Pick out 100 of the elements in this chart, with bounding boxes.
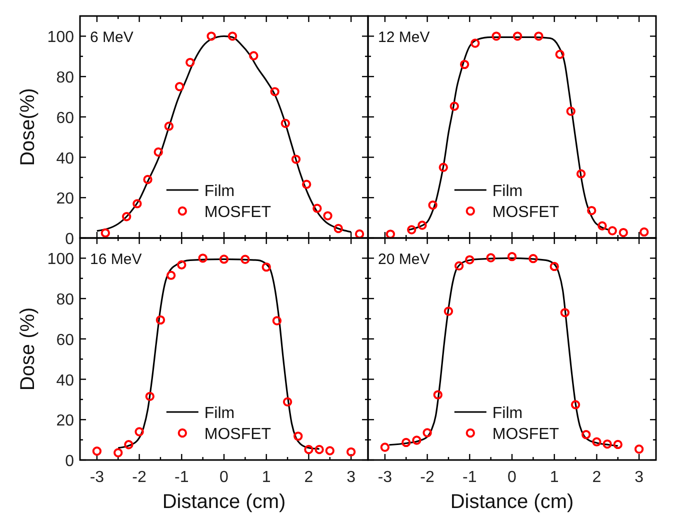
point bbox=[354, 229, 364, 239]
point bbox=[325, 446, 334, 456]
x-tick-label: 2 bbox=[592, 469, 602, 486]
legend-label: MOSFET bbox=[492, 204, 560, 221]
x-tick-label: -1 bbox=[462, 469, 477, 486]
point bbox=[470, 38, 480, 48]
point bbox=[186, 58, 195, 68]
x-tick-label: 0 bbox=[220, 469, 229, 486]
point bbox=[114, 448, 123, 458]
point bbox=[280, 118, 290, 128]
legend-label: MOSFET bbox=[204, 204, 272, 221]
point bbox=[174, 82, 184, 92]
y-tick-label: 80 bbox=[56, 292, 74, 309]
point bbox=[156, 315, 166, 325]
point bbox=[270, 87, 280, 96]
point bbox=[618, 228, 628, 238]
point bbox=[302, 180, 312, 189]
point bbox=[122, 212, 132, 222]
x-tick-label: -2 bbox=[420, 469, 435, 486]
point bbox=[304, 444, 314, 454]
legend-label: Film bbox=[492, 183, 523, 200]
point bbox=[143, 174, 152, 184]
point bbox=[598, 221, 607, 230]
point bbox=[402, 438, 411, 448]
y-tick-label: 20 bbox=[56, 190, 74, 208]
point bbox=[433, 390, 442, 400]
point bbox=[587, 206, 596, 216]
y-tick-label: 40 bbox=[56, 372, 74, 390]
point bbox=[145, 392, 154, 402]
point bbox=[528, 254, 538, 264]
point bbox=[134, 427, 144, 436]
x-tick-label: 1 bbox=[550, 469, 559, 486]
annotation: 16 MeV bbox=[90, 251, 142, 268]
point bbox=[450, 102, 459, 111]
point bbox=[92, 446, 102, 456]
y-tick-label: 80 bbox=[56, 70, 74, 87]
point bbox=[132, 199, 142, 208]
x-tick-label: 3 bbox=[634, 469, 644, 486]
legend-label: MOSFET bbox=[204, 426, 272, 443]
point bbox=[634, 444, 644, 454]
point bbox=[418, 220, 427, 230]
point bbox=[486, 253, 496, 262]
x-tick-label: -1 bbox=[174, 469, 189, 486]
annotation: 12 MeV bbox=[378, 29, 430, 46]
annotation: 6 MeV bbox=[90, 29, 134, 46]
point bbox=[198, 254, 208, 263]
y-tick-label: 100 bbox=[47, 251, 74, 268]
point bbox=[228, 32, 238, 41]
point bbox=[407, 225, 416, 234]
x-tick-label: 0 bbox=[508, 469, 517, 486]
point bbox=[314, 444, 324, 454]
y-tick-label: 100 bbox=[47, 29, 74, 46]
y-tick-label: 20 bbox=[56, 412, 74, 430]
point bbox=[444, 306, 454, 316]
point bbox=[282, 397, 292, 406]
x-axis-title: Distance (cm) bbox=[162, 491, 286, 513]
x-tick-label: 1 bbox=[262, 469, 271, 486]
point bbox=[512, 32, 522, 41]
legend-label: Film bbox=[204, 405, 235, 422]
point bbox=[177, 260, 186, 270]
point bbox=[570, 400, 580, 410]
point bbox=[550, 262, 559, 272]
x-axis-title: Distance (cm) bbox=[450, 491, 574, 513]
point bbox=[249, 51, 258, 60]
point bbox=[555, 50, 564, 59]
point bbox=[454, 261, 464, 270]
point bbox=[576, 169, 586, 178]
point bbox=[534, 32, 544, 41]
point bbox=[334, 224, 343, 234]
point bbox=[166, 270, 176, 280]
y-axis-title: Dose(%) bbox=[17, 88, 39, 166]
y-tick-label: 60 bbox=[56, 332, 74, 349]
point bbox=[412, 436, 422, 445]
point bbox=[460, 60, 470, 70]
point bbox=[438, 162, 448, 172]
y-tick-label: 60 bbox=[56, 110, 74, 127]
point bbox=[346, 447, 356, 457]
point bbox=[272, 316, 282, 326]
point bbox=[219, 254, 229, 264]
point bbox=[262, 262, 271, 272]
point bbox=[100, 228, 110, 238]
point bbox=[465, 255, 474, 264]
point bbox=[592, 437, 602, 446]
legend-label: MOSFET bbox=[492, 426, 560, 443]
point bbox=[124, 440, 134, 450]
y-axis-title: Dose (%) bbox=[17, 307, 39, 391]
x-tick-label: 3 bbox=[346, 469, 356, 486]
x-tick-label: 2 bbox=[304, 469, 314, 486]
point bbox=[422, 428, 432, 438]
annotation: 20 MeV bbox=[378, 251, 430, 268]
point bbox=[323, 211, 332, 220]
point bbox=[507, 252, 517, 262]
x-tick-label: -3 bbox=[378, 469, 392, 486]
point bbox=[240, 254, 250, 264]
y-tick-label: 40 bbox=[56, 150, 74, 168]
point bbox=[291, 154, 301, 164]
legend-label: Film bbox=[492, 405, 523, 422]
y-tick-label: 0 bbox=[65, 231, 74, 248]
point bbox=[613, 440, 622, 450]
point bbox=[164, 122, 174, 131]
